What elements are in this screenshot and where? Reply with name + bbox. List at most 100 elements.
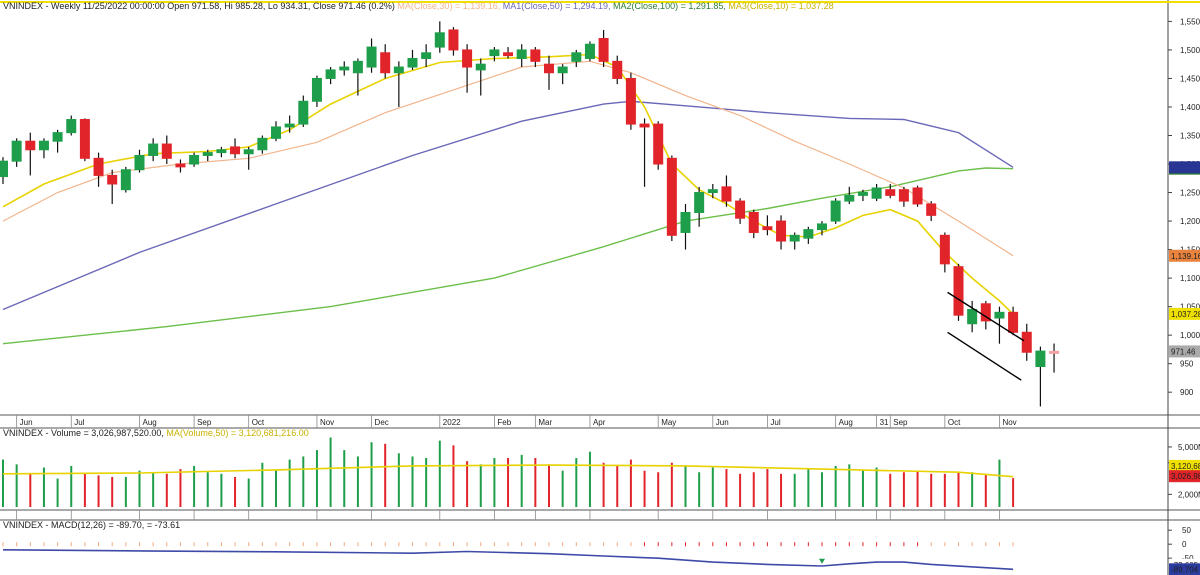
candle-body [1035, 350, 1046, 368]
candle-body [926, 203, 937, 216]
candle-body [339, 66, 350, 71]
macd-axis-badge-bg [1169, 563, 1200, 575]
x-axis-label: Aug [839, 418, 853, 427]
price-y-tick-label: 900 [1180, 388, 1194, 397]
candle-body [134, 154, 145, 171]
price-axis-badge-bg [1169, 307, 1200, 320]
candle-body [393, 66, 404, 74]
candle-body [544, 63, 554, 74]
candle-body [912, 187, 923, 205]
candle-body [817, 223, 827, 231]
candle-body [421, 52, 432, 59]
x-axis-label: Nov [1002, 418, 1016, 427]
candle-body [967, 308, 978, 325]
candle-body [994, 311, 1005, 319]
candle-body [898, 189, 909, 202]
candle-body [366, 46, 377, 68]
candle-body [530, 49, 541, 62]
candle-body [462, 49, 473, 68]
candle-body [844, 194, 855, 202]
candle-body [202, 152, 213, 156]
macd-header: VNINDEX - MACD(12,26) = -89.70, = -73.61 [3, 520, 180, 530]
candle-body [52, 132, 63, 142]
price-header-part: VNINDEX - Weekly 11/25/2022 00:00:00 Ope… [3, 1, 397, 11]
candle-body [707, 189, 718, 194]
macd-y-tick-label: -50 [1182, 554, 1194, 563]
x-axis-label: Jun [716, 418, 729, 427]
candle-body [38, 140, 49, 151]
price-y-tick-label: 1,100 [1180, 274, 1200, 283]
x-axis-label: 31 [880, 418, 889, 427]
candle-body [980, 303, 991, 322]
candle-body [161, 143, 172, 159]
x-axis-label: Oct [948, 418, 961, 427]
macd-header-part: VNINDEX - MACD(12,26) = -89.70, [3, 520, 147, 530]
volume-axis-badge-bg [1169, 459, 1200, 472]
price-y-tick-label: 1,200 [1180, 217, 1200, 226]
x-axis-label: Jul [74, 418, 84, 427]
candle-body [885, 189, 896, 196]
volume-axis-badge-bg [1169, 470, 1200, 483]
volume-y-tick-label: 2,000M [1178, 490, 1200, 499]
x-axis-label: Jun [20, 418, 33, 427]
candle-body [653, 123, 664, 165]
volume-axis-badge: 3,026,98 [1171, 472, 1200, 481]
candle-body [434, 32, 445, 48]
candle-body [216, 149, 227, 154]
price-axis-badge-bg [1169, 345, 1200, 358]
candle-body [148, 143, 159, 156]
candle-body [830, 200, 841, 222]
candle-body [503, 52, 514, 57]
candle-body [776, 220, 787, 242]
channel-upper-line [947, 291, 1025, 342]
x-axis-label: Sep [893, 418, 908, 427]
candle-body [284, 123, 295, 128]
volume-y-tick-label: 5,000M [1178, 443, 1200, 452]
macd-line [2, 549, 1014, 571]
candle-body [271, 126, 281, 139]
x-axis-label: Jul [770, 418, 780, 427]
price-y-tick-label: 950 [1180, 360, 1194, 369]
candle-body [475, 63, 486, 71]
candle-body [762, 226, 773, 231]
price-axis-badge: 1,139.16 [1171, 252, 1200, 261]
price-y-tick-label: 1,350 [1180, 131, 1200, 140]
candle-body [257, 137, 268, 151]
candle-body [612, 60, 623, 79]
candle-body [666, 157, 677, 236]
x-axis-label: 2022 [443, 418, 461, 427]
price-y-tick-label: 1,550 [1180, 17, 1200, 26]
x-axis-label: Aug [143, 418, 157, 427]
price-y-tick-label: 1,050 [1180, 303, 1200, 312]
candle-body [584, 43, 595, 59]
price-axis-badge-bg [1169, 161, 1200, 174]
volume-axis-badge: 3,120,68 [1171, 462, 1200, 471]
macd-y-tick-label: 50 [1182, 526, 1191, 535]
candle-body [871, 187, 882, 199]
candle-body [107, 174, 118, 185]
candle-body [789, 234, 800, 242]
volume-header: VNINDEX - Volume = 3,026,987,520.00, MA(… [3, 428, 309, 438]
candle-body [489, 49, 500, 57]
candle-body [189, 154, 200, 165]
price-y-tick-label: 1,450 [1180, 74, 1200, 83]
candle-body [380, 52, 391, 74]
price-header-part: MA1(Close,50) = 1,294.19, [503, 1, 613, 11]
x-axis-label: Sep [197, 418, 212, 427]
ma30-line [2, 60, 1014, 257]
macd-header-part: = -73.61 [147, 520, 180, 530]
price-y-tick-label: 1,250 [1180, 189, 1200, 198]
candle-body [120, 169, 131, 191]
candle-body [325, 69, 336, 79]
volume-header-part: VNINDEX - Volume = 3,026,987,520.00, [3, 428, 166, 438]
candle-body [625, 77, 636, 125]
candle-body [175, 163, 186, 168]
price-axis-badge: 1,037.28 [1171, 310, 1200, 319]
macd-y-tick-label: 0 [1182, 540, 1187, 549]
candle-body [939, 234, 950, 265]
candle-body [639, 123, 650, 128]
candle-body [25, 140, 36, 151]
candle-body [1008, 311, 1019, 333]
macd-axis-badge: -89.704 [1171, 565, 1199, 574]
